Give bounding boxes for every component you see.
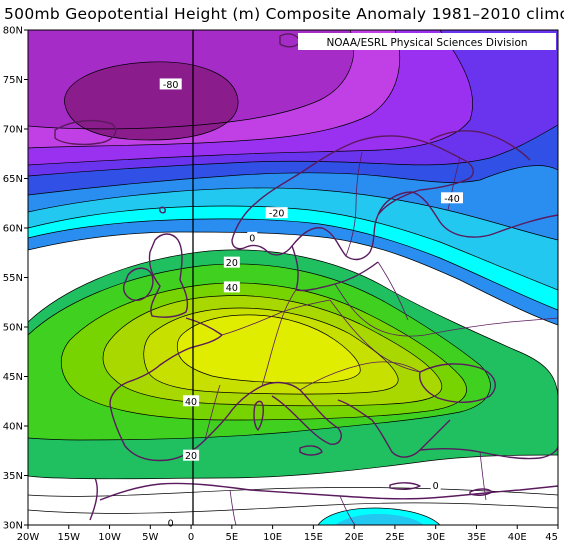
lon-tick-label: 40E: [508, 532, 527, 543]
contour-label: 0: [168, 519, 174, 530]
lat-tick-label: 75N: [3, 75, 23, 86]
lon-tick-label: 0: [188, 532, 194, 543]
lat-tick-label: 40N: [3, 422, 23, 433]
coastlines: [54, 33, 558, 521]
contour-label: -20: [269, 209, 285, 220]
contour-label: -80: [163, 80, 179, 91]
longitude-axis: 20W 15W 10W 5W 0 5E 10E 15E 20E 25E 30E 35E 40E 45: [17, 525, 559, 543]
lat-tick-label: 65N: [3, 174, 23, 185]
coast-iceland: [54, 119, 117, 146]
coast-sicily: [299, 445, 323, 456]
contour-label-box: [441, 192, 463, 204]
band-neg-80: [64, 61, 239, 140]
lon-tick-label: 25E: [385, 532, 404, 543]
coast-france-iberia: [109, 317, 263, 462]
contour-label-box: [159, 78, 182, 90]
contour-lines: [28, 30, 558, 525]
coast-balkans-greece: [337, 399, 451, 458]
lat-tick-label: 70N: [3, 125, 23, 136]
contour-label: 0: [249, 233, 255, 244]
coast-cyprus: [469, 488, 493, 497]
contour-label-box: [247, 231, 258, 243]
contour-label: 20: [185, 451, 197, 462]
lon-tick-label: 5E: [226, 532, 239, 543]
lat-tick-label: 45N: [3, 372, 23, 383]
coast-finland-russia: [377, 191, 558, 238]
coast-scandinavia: [231, 135, 474, 261]
coast-kola: [429, 130, 531, 161]
anomaly-fill: [28, 30, 558, 525]
map-title: 500mb Geopotential Height (m) Composite …: [4, 5, 564, 23]
lat-tick-label: 30N: [3, 521, 23, 532]
band-pos-60: [177, 314, 361, 383]
lat-tick-label: 35N: [3, 471, 23, 482]
band-neg-south-2: [335, 514, 424, 525]
lat-tick-label: 50N: [3, 323, 23, 334]
latitude-axis: 80N 75N 70N 65N 60N 55N 50N 45N 40N 35N 30N: [3, 26, 28, 532]
lon-tick-label: 35E: [467, 532, 486, 543]
coast-corsica-sardinia: [253, 400, 264, 431]
coast-baltic: [291, 245, 379, 292]
contour-label: 0: [433, 481, 439, 492]
lon-tick-label: 20E: [345, 532, 364, 543]
lat-tick-label: 60N: [3, 224, 23, 235]
lon-tick-label: 15W: [57, 532, 80, 543]
coast-faroe-shetland: [159, 206, 166, 214]
coast-italy: [261, 381, 342, 445]
contour-label: 40: [226, 283, 238, 294]
lat-tick-label: 80N: [3, 26, 23, 37]
lon-tick-label: 10W: [98, 532, 121, 543]
credit-box: [298, 33, 556, 50]
contour-label-box: [183, 395, 200, 407]
coast-morocco: [89, 477, 98, 521]
lon-tick-label: 5W: [142, 532, 158, 543]
coast-british: [148, 233, 189, 318]
contour-label: 20: [226, 258, 238, 269]
coast-ireland: [123, 267, 154, 301]
coast-crete: [389, 482, 421, 491]
borders: [204, 151, 558, 525]
coast-black-sea: [418, 363, 496, 403]
lon-tick-label: 20W: [17, 532, 40, 543]
contour-label-box: [223, 256, 240, 268]
lon-tick-label: 45: [545, 532, 558, 543]
lon-tick-label: 15E: [304, 532, 323, 543]
coast-anatolia: [419, 445, 558, 460]
contour-label-box: [223, 281, 240, 293]
contour-label-box: [430, 479, 441, 491]
credit-label: NOAA/ESRL Physical Sciences Division: [326, 37, 527, 49]
contour-label: -40: [444, 194, 460, 205]
lon-tick-label: 30E: [426, 532, 445, 543]
lat-tick-label: 55N: [3, 273, 23, 284]
contour-label-box: [165, 517, 176, 529]
contour-label-box: [265, 207, 288, 219]
contour-label: 40: [185, 397, 197, 408]
lon-tick-label: 10E: [263, 532, 282, 543]
contour-labels: -80 -40 -20 0 20 40 40 20 0 0: [159, 78, 463, 530]
contour-label-box: [183, 449, 200, 461]
